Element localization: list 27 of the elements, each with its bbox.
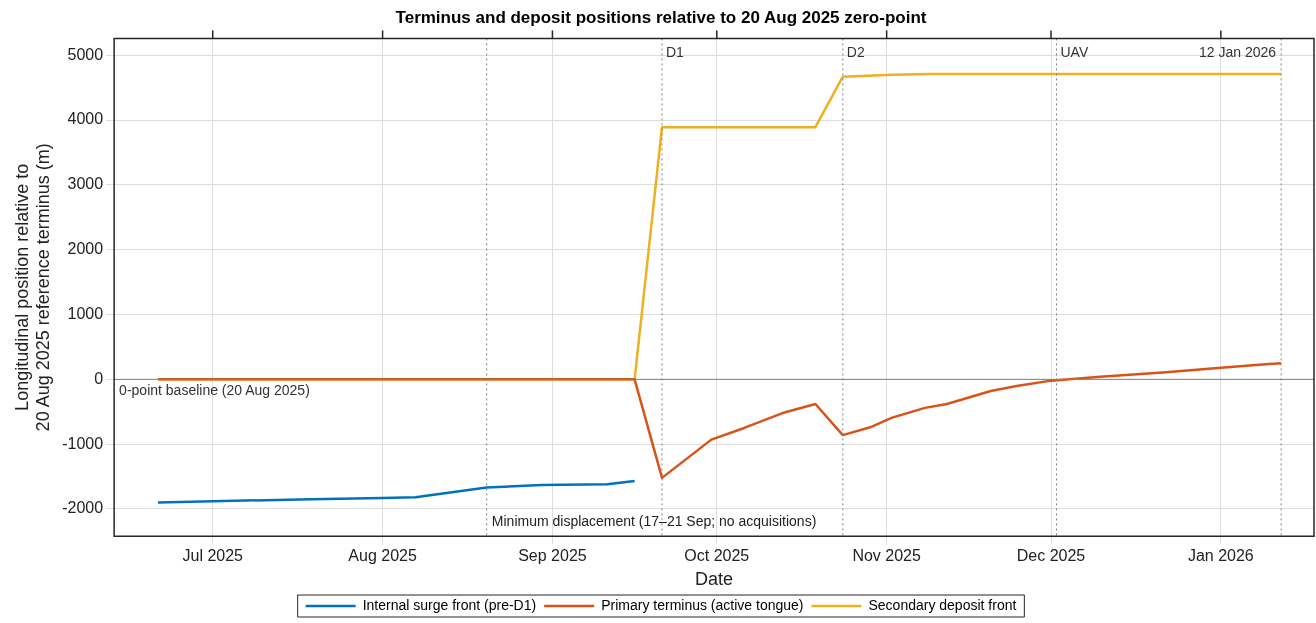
- y-tick-label: 4000: [67, 110, 104, 128]
- ref-line-label: UAV: [1060, 44, 1089, 61]
- y-tick-label: -2000: [62, 499, 104, 517]
- ref-line-label: 0-point baseline (20 Aug 2025): [119, 382, 310, 399]
- legend-label: Primary terminus (active tongue): [601, 596, 804, 613]
- x-tick-label: Dec 2025: [1016, 547, 1086, 565]
- x-tick-label: Nov 2025: [852, 547, 921, 565]
- y-tick-label: -1000: [62, 434, 104, 452]
- legend-label: Internal surge front (pre-D1): [362, 596, 537, 613]
- x-tick-label: Jan 2026: [1187, 547, 1254, 565]
- y-axis-title: Longitudinal position relative to 20 Aug 2025 reference terminus (m): [11, 143, 54, 432]
- annotation: Minimum displacement (17–21 Sep; no acquisitions): [491, 513, 817, 530]
- x-tick-label: Oct 2025: [684, 547, 750, 565]
- x-axis-title: Date: [695, 569, 734, 590]
- chart-title: Terminus and deposit positions relative to 20 Aug 2025 zero-point: [395, 7, 927, 27]
- x-tick-label: Jul 2025: [182, 547, 244, 565]
- y-tick-label: 1000: [67, 304, 104, 322]
- y-tick-label: 3000: [67, 175, 104, 193]
- y-tick-label: 5000: [67, 45, 104, 63]
- ref-line-label: 12 Jan 2026: [1199, 44, 1277, 61]
- legend-label: Secondary deposit front: [868, 596, 1017, 613]
- y-tick-label: 2000: [67, 240, 104, 258]
- ref-line-label: D2: [846, 44, 865, 61]
- ref-line-label: D1: [666, 44, 685, 61]
- y-tick-label: 0: [94, 369, 104, 387]
- x-tick-label: Sep 2025: [518, 547, 587, 565]
- x-tick-label: Aug 2025: [348, 547, 417, 565]
